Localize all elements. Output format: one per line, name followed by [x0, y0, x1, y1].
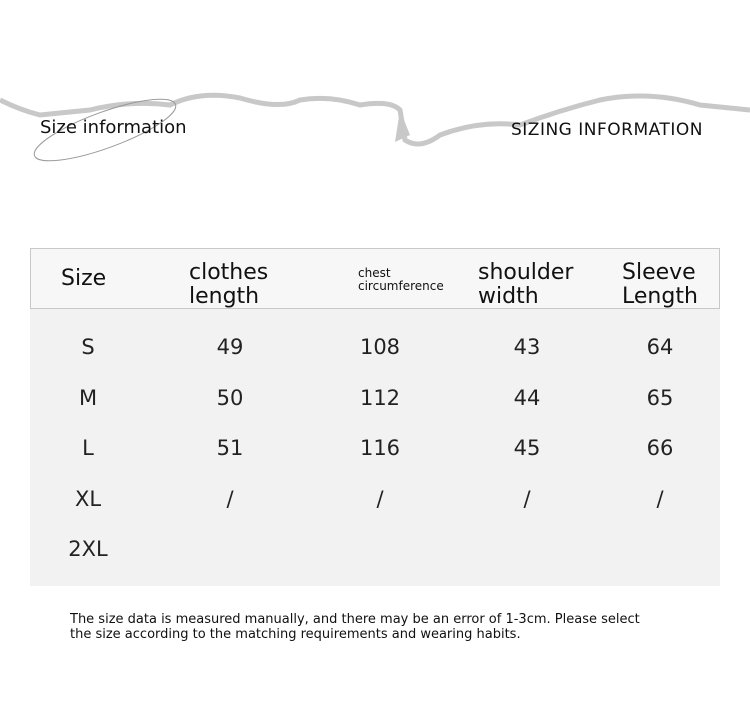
table-cell: 43 — [513, 335, 541, 359]
table-cell: / — [523, 486, 531, 511]
table-cell: 45 — [513, 436, 541, 460]
size-table: Size clothes length chest circumference sh… — [30, 248, 720, 586]
table-cell: XL — [74, 486, 102, 511]
table-row: 2XL — [30, 524, 720, 574]
table-row: L 51 116 45 66 — [30, 423, 720, 473]
column-header-size: Size — [61, 266, 107, 291]
column-header-chest-circumference: chest circumference — [358, 266, 444, 293]
table-header: Size clothes length chest circumference sh… — [30, 248, 720, 309]
column-header-sleeve-length: Sleeve Length — [622, 260, 698, 309]
table-cell: M — [78, 385, 98, 410]
section-title: Size information — [40, 117, 187, 138]
table-cell: 116 — [359, 436, 401, 460]
table-cell: 49 — [216, 335, 244, 359]
table-row: S 49 108 43 64 — [30, 322, 720, 372]
table-cell: / — [226, 486, 234, 511]
table-cell: L — [82, 436, 94, 460]
table-cell: 65 — [646, 385, 674, 410]
table-cell: S — [81, 335, 95, 359]
brush-stroke-decoration — [0, 92, 750, 162]
table-cell: 108 — [359, 335, 401, 359]
section-subtitle: SIZING INFORMATION — [511, 120, 703, 140]
table-cell: 44 — [513, 385, 541, 410]
table-cell: 50 — [216, 385, 244, 410]
table-row: M 50 112 44 65 — [30, 373, 720, 423]
measurement-note: The size data is measured manually, and … — [70, 612, 640, 642]
table-cell: 112 — [359, 385, 401, 410]
table-cell: 51 — [216, 436, 244, 460]
table-cell: / — [376, 486, 384, 511]
table-cell: 64 — [646, 335, 674, 359]
table-cell: 66 — [646, 436, 674, 460]
table-row: XL / / / / — [30, 474, 720, 524]
table-cell: 2XL — [68, 537, 108, 561]
column-header-clothes-length: clothes length — [189, 260, 269, 309]
table-cell: / — [656, 486, 664, 511]
column-header-shoulder-width: shoulder width — [478, 260, 574, 309]
